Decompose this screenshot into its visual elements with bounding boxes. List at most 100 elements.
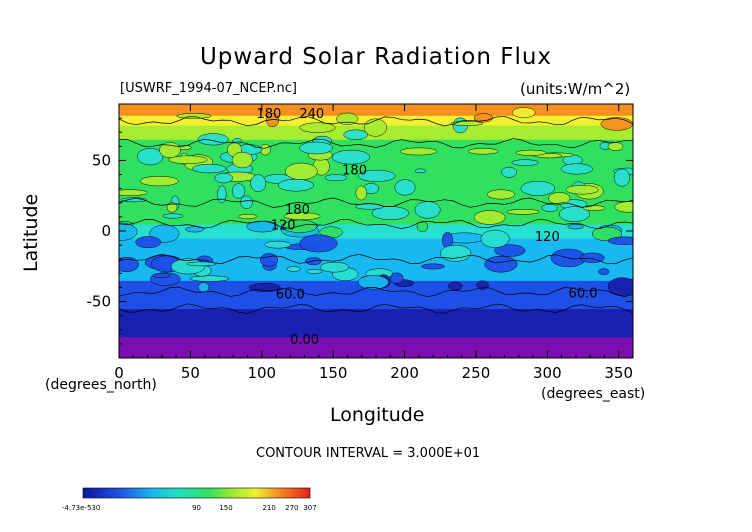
flux-patch [299, 122, 336, 133]
flux-patch [484, 255, 518, 273]
colorbar-label: 307 [303, 504, 316, 512]
flux-patch [480, 229, 510, 248]
flux-patch [231, 151, 253, 169]
flux-patch [197, 133, 229, 146]
flux-patch [306, 269, 323, 274]
flux-band [119, 336, 633, 358]
flux-patch [197, 282, 210, 293]
contour-lines [119, 115, 633, 314]
flux-patch [119, 189, 148, 196]
contour-label: 120 [271, 219, 296, 234]
flux-patch [448, 281, 463, 291]
flux-patch [119, 222, 138, 241]
contour-label: 240 [299, 107, 324, 122]
flux-patch [286, 266, 301, 272]
x-tick-label: 100 [247, 364, 276, 382]
flux-patch [613, 168, 631, 187]
flux-patch [614, 201, 633, 213]
contour-label: 0.00 [290, 333, 319, 348]
flux-patch [582, 205, 606, 211]
flux-patch [319, 261, 349, 273]
colorbar [82, 487, 311, 499]
flux-patch [238, 214, 258, 219]
flux-patch [558, 206, 590, 222]
contour-label: 180 [342, 164, 367, 179]
units-label: (units:W/m^2) [520, 80, 631, 98]
x-tick-label: 0 [114, 364, 124, 382]
flux-patch [139, 176, 179, 187]
flux-patch [414, 201, 441, 219]
flux-patch [214, 172, 233, 184]
flux-patch [189, 275, 230, 282]
flux-patch [170, 258, 206, 275]
flux-patch [567, 224, 584, 230]
flux-patch [598, 268, 610, 275]
y-tick-label: 50 [92, 151, 111, 169]
flux-patch [355, 185, 368, 201]
flux-patch [336, 112, 359, 125]
flux-patch [357, 275, 389, 290]
flux-patch [185, 226, 205, 233]
flux-patch [400, 147, 438, 156]
x-tick-label: 200 [390, 364, 419, 382]
plot-area [119, 104, 633, 358]
flux-patch [176, 113, 212, 119]
flux-patch [168, 155, 208, 164]
flux-patch [548, 192, 571, 205]
contour-line [119, 138, 633, 149]
x-tick-label: 150 [319, 364, 348, 382]
x-tick-label: 350 [604, 364, 633, 382]
y-unit-note: (degrees_north) [45, 377, 157, 393]
colorbar-label: -4.73e-530 [62, 504, 100, 512]
flux-patch [421, 263, 445, 270]
flux-patch [541, 204, 559, 212]
y-axis: 50 0 -50 [87, 117, 633, 345]
contour-line [119, 253, 633, 265]
contour-interval: CONTOUR INTERVAL = 3.000E+01 [256, 446, 481, 461]
flux-patch [277, 178, 314, 192]
y-tick-label: -50 [87, 293, 112, 311]
flux-patch [486, 189, 516, 200]
colorbar-label: 210 [262, 504, 275, 512]
flux-patch [162, 213, 184, 219]
contour-label: 60.0 [569, 286, 598, 301]
flux-patch [565, 184, 599, 195]
contour-label: 180 [257, 107, 282, 122]
flux-patch [192, 163, 227, 174]
x-tick-label: 300 [533, 364, 562, 382]
flux-patch [467, 148, 499, 155]
flux-patch [186, 261, 217, 267]
flux-patch [560, 163, 593, 175]
contour-label: 60.0 [276, 288, 305, 303]
flux-patch [137, 148, 164, 166]
x-tick-label: 250 [462, 364, 491, 382]
flux-band [119, 294, 633, 310]
flux-patch [231, 183, 246, 199]
flux-band [119, 104, 633, 116]
flux-patch [607, 142, 624, 151]
contour-line [119, 303, 633, 314]
flux-patch [607, 236, 633, 245]
flux-patch [331, 149, 371, 165]
flux-patch [394, 179, 416, 196]
flux-patch [299, 141, 334, 155]
flux-patch [152, 272, 171, 278]
chart-title: Upward Solar Radiation Flux [199, 44, 553, 70]
flux-patch [260, 253, 279, 267]
flux-patch [343, 129, 368, 140]
x-unit-note: (degrees_east) [541, 386, 646, 402]
flux-patch [250, 174, 267, 193]
flux-patch [511, 159, 539, 166]
contour-line [119, 115, 633, 127]
flux-patch [414, 168, 427, 174]
contour-label: 180 [285, 203, 310, 218]
flux-patch [607, 277, 633, 296]
flux-patch [592, 226, 622, 242]
x-tick-label: 50 [181, 364, 200, 382]
flux-patch [284, 212, 321, 220]
contour-line [119, 218, 633, 230]
x-axis-label: Longitude [330, 404, 425, 426]
flux-patch [119, 256, 139, 273]
flux-patch [439, 244, 472, 262]
